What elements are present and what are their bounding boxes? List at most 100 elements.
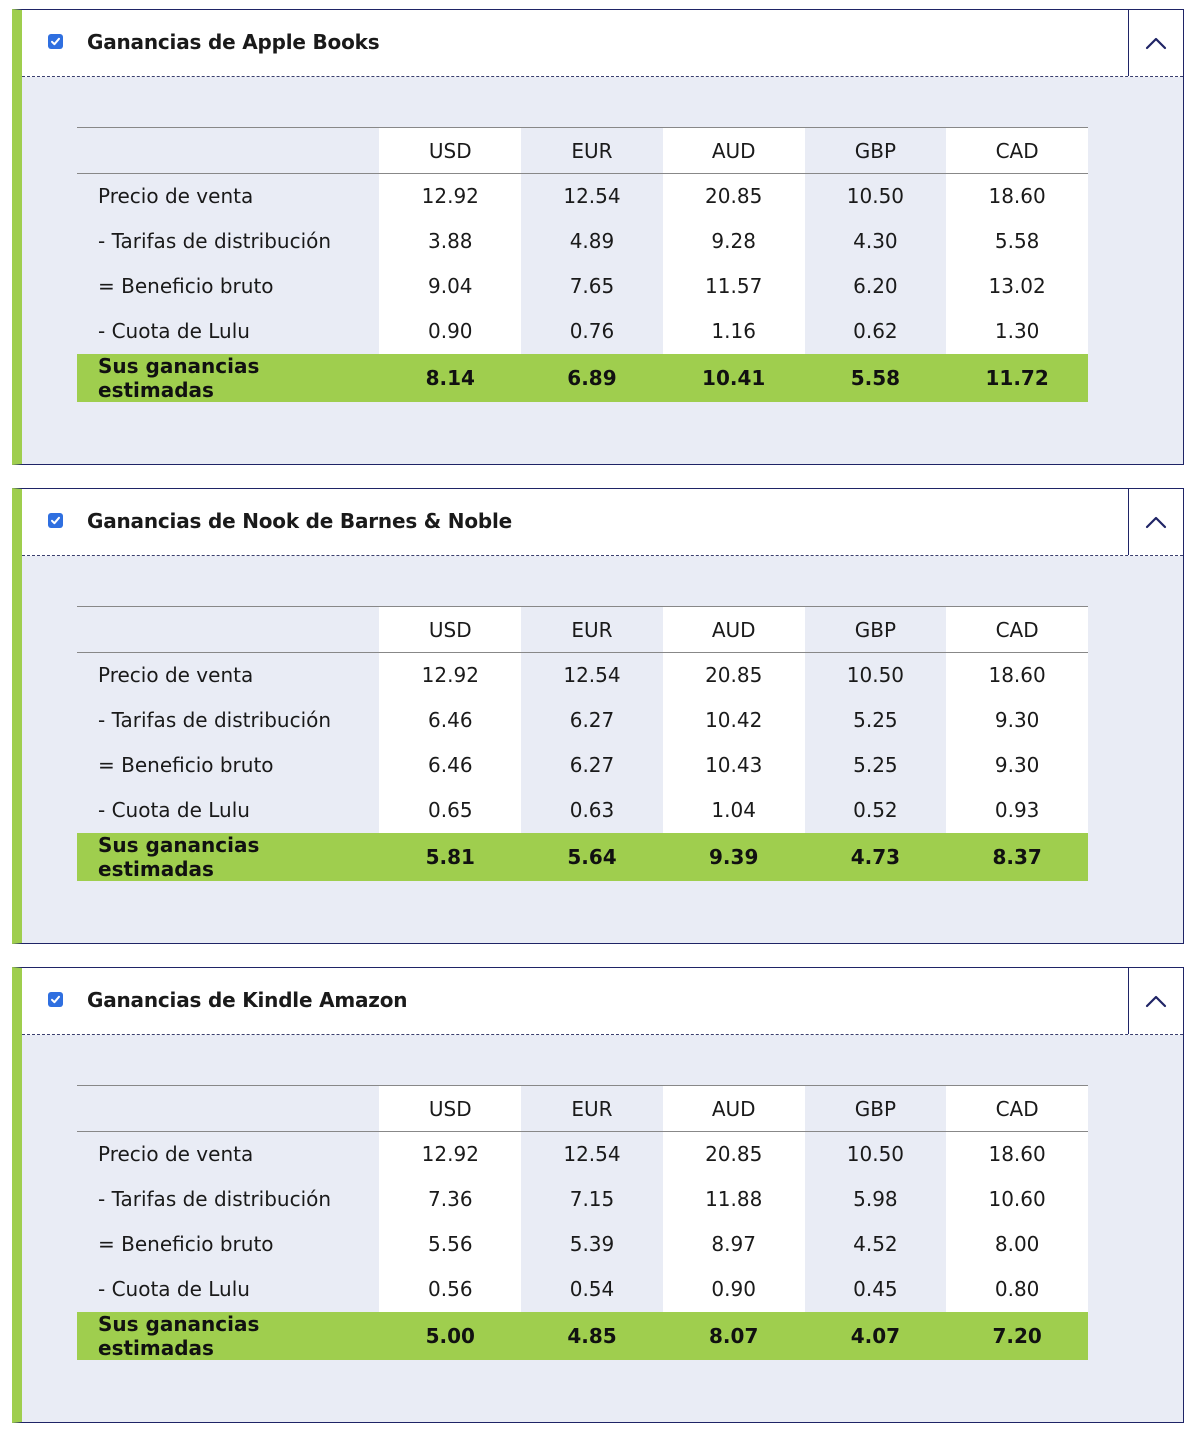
cell: 5.25 — [804, 742, 947, 788]
cell: 9.28 — [662, 218, 805, 264]
table-header-row: USD EUR AUD GBP CAD — [77, 1085, 1088, 1132]
cell: 7.15 — [521, 1176, 663, 1222]
cell: 5.56 — [379, 1221, 522, 1267]
col-header: USD — [379, 127, 522, 174]
cell: 5.25 — [804, 697, 947, 743]
total-cell: 5.64 — [521, 832, 663, 881]
earnings-table: USD EUR AUD GBP CAD Precio de venta 12.9… — [77, 127, 1088, 402]
cell: 10.42 — [662, 697, 805, 743]
panel-checkbox[interactable] — [48, 992, 63, 1007]
row-label: Precio de venta — [77, 173, 380, 219]
total-cell: 8.37 — [946, 832, 1088, 881]
row-label: - Cuota de Lulu — [77, 787, 380, 833]
table-row: = Beneficio bruto 9.04 7.65 11.57 6.20 1… — [77, 263, 1088, 309]
header-empty — [77, 1085, 380, 1132]
collapse-button[interactable] — [1128, 489, 1183, 555]
panel-checkbox[interactable] — [48, 34, 63, 49]
cell: 12.54 — [521, 173, 663, 219]
cell: 0.80 — [946, 1266, 1088, 1312]
checkmark-icon — [51, 37, 60, 46]
cell: 0.93 — [946, 787, 1088, 833]
col-header: USD — [379, 606, 522, 653]
total-cell: 4.73 — [804, 832, 947, 881]
cell: 3.88 — [379, 218, 522, 264]
cell: 1.04 — [662, 787, 805, 833]
table-row: - Cuota de Lulu 0.65 0.63 1.04 0.52 0.93 — [77, 787, 1088, 833]
cell: 5.98 — [804, 1176, 947, 1222]
earnings-panel-apple-books: Ganancias de Apple Books USD EUR AUD GBP… — [12, 9, 1184, 465]
cell: 4.52 — [804, 1221, 947, 1267]
cell: 18.60 — [946, 1131, 1088, 1177]
total-row: Sus ganancias estimadas 5.81 5.64 9.39 4… — [77, 832, 1088, 881]
col-header: GBP — [804, 1085, 947, 1132]
checkmark-icon — [51, 516, 60, 525]
cell: 6.27 — [521, 742, 663, 788]
table-row: - Tarifas de distribución 3.88 4.89 9.28… — [77, 218, 1088, 264]
panel-title: Ganancias de Kindle Amazon — [87, 988, 408, 1012]
panel-header[interactable]: Ganancias de Kindle Amazon — [22, 968, 1183, 1035]
header-empty — [77, 127, 380, 174]
row-label: = Beneficio bruto — [77, 742, 380, 788]
col-header: CAD — [946, 606, 1088, 653]
cell: 0.52 — [804, 787, 947, 833]
earnings-table: USD EUR AUD GBP CAD Precio de venta 12.9… — [77, 1085, 1088, 1360]
cell: 10.60 — [946, 1176, 1088, 1222]
cell: 4.89 — [521, 218, 663, 264]
total-cell: 6.89 — [521, 353, 663, 402]
total-cell: 7.20 — [946, 1311, 1088, 1360]
col-header: AUD — [662, 1085, 805, 1132]
col-header: CAD — [946, 1085, 1088, 1132]
table-row: Precio de venta 12.92 12.54 20.85 10.50 … — [77, 1131, 1088, 1177]
cell: 0.90 — [662, 1266, 805, 1312]
total-cell: 5.00 — [379, 1311, 522, 1360]
col-header: EUR — [521, 1085, 663, 1132]
collapse-button[interactable] — [1128, 968, 1183, 1034]
total-cell: 5.58 — [804, 353, 947, 402]
cell: 1.16 — [662, 308, 805, 354]
cell: 4.30 — [804, 218, 947, 264]
col-header: CAD — [946, 127, 1088, 174]
total-cell: 8.14 — [379, 353, 522, 402]
total-cell: 11.72 — [946, 353, 1088, 402]
cell: 11.57 — [662, 263, 805, 309]
panel-header[interactable]: Ganancias de Apple Books — [22, 10, 1183, 77]
col-header: EUR — [521, 127, 663, 174]
row-label: Precio de venta — [77, 652, 380, 698]
table-row: = Beneficio bruto 5.56 5.39 8.97 4.52 8.… — [77, 1221, 1088, 1267]
cell: 0.90 — [379, 308, 522, 354]
cell: 5.58 — [946, 218, 1088, 264]
col-header: AUD — [662, 127, 805, 174]
cell: 5.39 — [521, 1221, 663, 1267]
cell: 10.50 — [804, 1131, 947, 1177]
cell: 9.30 — [946, 697, 1088, 743]
row-label: = Beneficio bruto — [77, 263, 380, 309]
total-cell: 9.39 — [662, 832, 805, 881]
row-label: Precio de venta — [77, 1131, 380, 1177]
chevron-up-icon — [1145, 995, 1167, 1008]
col-header: GBP — [804, 127, 947, 174]
table-row: - Cuota de Lulu 0.90 0.76 1.16 0.62 1.30 — [77, 308, 1088, 354]
collapse-button[interactable] — [1128, 10, 1183, 76]
table-header-row: USD EUR AUD GBP CAD — [77, 127, 1088, 174]
table-row: Precio de venta 12.92 12.54 20.85 10.50 … — [77, 173, 1088, 219]
cell: 0.56 — [379, 1266, 522, 1312]
cell: 12.92 — [379, 1131, 522, 1177]
total-label: Sus ganancias estimadas — [77, 832, 380, 881]
row-label: - Cuota de Lulu — [77, 308, 380, 354]
panel-checkbox[interactable] — [48, 513, 63, 528]
col-header: USD — [379, 1085, 522, 1132]
row-label: = Beneficio bruto — [77, 1221, 380, 1267]
chevron-up-icon — [1145, 516, 1167, 529]
total-cell: 5.81 — [379, 832, 522, 881]
header-empty — [77, 606, 380, 653]
col-header: GBP — [804, 606, 947, 653]
cell: 6.27 — [521, 697, 663, 743]
total-cell: 4.85 — [521, 1311, 663, 1360]
panel-header[interactable]: Ganancias de Nook de Barnes & Noble — [22, 489, 1183, 556]
cell: 20.85 — [662, 652, 805, 698]
cell: 12.54 — [521, 1131, 663, 1177]
cell: 7.65 — [521, 263, 663, 309]
chevron-up-icon — [1145, 37, 1167, 50]
earnings-table: USD EUR AUD GBP CAD Precio de venta 12.9… — [77, 606, 1088, 881]
total-cell: 10.41 — [662, 353, 805, 402]
